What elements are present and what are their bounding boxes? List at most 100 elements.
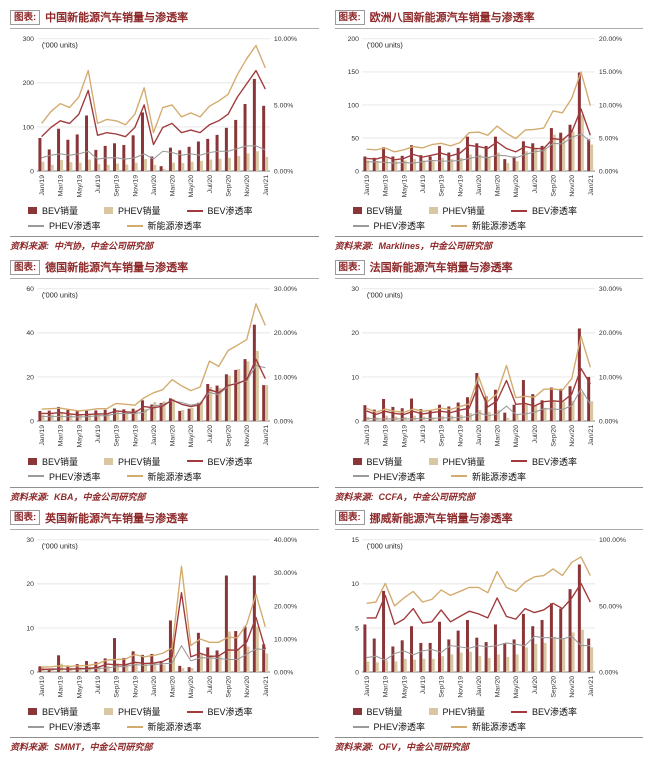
chart-legend: BEV销量 PHEV销量 BEV渗透率 PHEV渗透率 新能源渗透率 <box>10 705 319 733</box>
svg-text:Nov/20: Nov/20 <box>244 175 251 197</box>
svg-text:Nov/19: Nov/19 <box>132 175 139 197</box>
legend-item-bev-penetration: BEV渗透率 <box>186 204 253 217</box>
svg-text:Nov/20: Nov/20 <box>569 425 576 447</box>
legend-item-nev-penetration: 新能源渗透率 <box>451 470 526 483</box>
svg-text:0.00%: 0.00% <box>274 419 293 426</box>
legend-label: BEV渗透率 <box>207 206 253 217</box>
legend-label: BEV销量 <box>42 707 79 717</box>
source-label: 资料来源: <box>334 742 374 752</box>
svg-text:Jan/21: Jan/21 <box>263 675 270 696</box>
bev-bar-swatch-icon <box>28 207 37 215</box>
legend-label: PHEV渗透率 <box>373 722 426 732</box>
svg-text:Sep/20: Sep/20 <box>550 425 557 447</box>
svg-text:20.00%: 20.00% <box>274 603 297 610</box>
bev-line-swatch-icon <box>186 460 203 463</box>
source-text: OFV，中金公司研究部 <box>378 742 470 752</box>
svg-text:Jan/19: Jan/19 <box>39 425 46 446</box>
legend-item-phev-sales: PHEV销量 <box>428 204 486 217</box>
svg-text:Jul/19: Jul/19 <box>95 175 102 193</box>
legend-label: PHEV销量 <box>442 206 486 217</box>
chart-title-text: 德国新能源汽车销量与渗透率 <box>45 262 189 275</box>
source-line: 资料来源: SMMT，中金公司研究部 <box>10 737 319 753</box>
svg-text:Nov/20: Nov/20 <box>569 675 576 697</box>
source-label: 资料来源: <box>334 241 374 252</box>
svg-text:0.00%: 0.00% <box>274 669 293 676</box>
svg-text:10.00%: 10.00% <box>598 375 621 382</box>
legend-label: PHEV销量 <box>442 707 486 717</box>
chart-panel-germany: 图表: 德国新能源汽车销量与渗透率 0 20 40 60 0.00% 10.00% 20.0… <box>10 258 319 502</box>
svg-text:Jan/21: Jan/21 <box>263 425 270 446</box>
combo-chart-germany: 0 20 40 60 0.00% 10.00% 20.00% 30.00% Jan/19 Mar/… <box>26 286 297 447</box>
svg-text:('000 units): ('000 units) <box>42 541 78 550</box>
legend-item-phev-penetration: PHEV渗透率 <box>28 470 101 483</box>
svg-text:May/20: May/20 <box>188 175 195 198</box>
svg-text:Jul/20: Jul/20 <box>531 425 538 443</box>
svg-text:Jul/20: Jul/20 <box>531 175 538 193</box>
legend-item-nev-penetration: 新能源渗透率 <box>126 470 202 483</box>
svg-text:Jan/19: Jan/19 <box>364 425 371 446</box>
legend-item-phev-penetration: PHEV渗透率 <box>352 470 425 483</box>
svg-text:May/19: May/19 <box>401 675 408 698</box>
phev-bar-swatch-icon <box>428 207 438 215</box>
svg-text:Nov/19: Nov/19 <box>132 425 139 447</box>
svg-text:Jan/19: Jan/19 <box>364 675 371 696</box>
svg-text:Jul/20: Jul/20 <box>207 175 214 193</box>
svg-text:100: 100 <box>347 102 359 109</box>
svg-text:Jul/19: Jul/19 <box>420 425 427 443</box>
figure-tag: 图表: <box>10 510 41 526</box>
svg-text:10: 10 <box>26 625 34 632</box>
phev-line-swatch-icon <box>352 224 369 227</box>
combo-chart-norway: 0 5 10 15 0.00% 50.00% 100.00% Jan/19 Mar/19 May/… <box>351 537 626 698</box>
bev-line-swatch-icon <box>511 460 528 463</box>
svg-text:Jan/21: Jan/21 <box>587 425 594 446</box>
chart-title-text: 欧洲八国新能源汽车销量与渗透率 <box>369 12 535 24</box>
svg-text:Nov/20: Nov/20 <box>244 425 251 447</box>
legend-label: BEV销量 <box>42 206 79 217</box>
legend-label: PHEV渗透率 <box>49 722 101 732</box>
svg-text:20: 20 <box>26 375 34 382</box>
combo-chart-china: 0 100 200 300 0.00% 5.00% 10.00% Jan/19 Mar/19 Ma… <box>23 36 298 198</box>
svg-text:100.00%: 100.00% <box>598 537 625 544</box>
svg-text:Sep/19: Sep/19 <box>438 425 445 447</box>
svg-text:Mar/19: Mar/19 <box>382 675 389 696</box>
svg-text:Mar/20: Mar/20 <box>170 425 177 446</box>
legend-item-phev-sales: PHEV销量 <box>104 705 161 718</box>
svg-text:0: 0 <box>30 669 34 676</box>
chart-panel-uk: 图表: 英国新能源汽车销量与渗透率 0 10 20 30 0.00% 10.00% 20.0… <box>10 509 319 753</box>
svg-text:0.00%: 0.00% <box>598 669 617 676</box>
legend-item-nev-penetration: 新能源渗透率 <box>126 720 202 733</box>
svg-text:Mar/19: Mar/19 <box>58 175 65 196</box>
legend-item-bev-sales: BEV销量 <box>28 204 78 217</box>
chart-title: 图表: 英国新能源汽车销量与渗透率 <box>10 509 319 530</box>
svg-text:5.00%: 5.00% <box>598 135 617 142</box>
chart-panel-china: 图表: 中国新能源汽车销量与渗透率 0 100 200 300 0.00% 5.00% 10… <box>10 8 319 252</box>
svg-text:Jan/20: Jan/20 <box>151 175 158 196</box>
svg-text:Sep/20: Sep/20 <box>226 675 233 697</box>
svg-text:5: 5 <box>355 625 359 632</box>
svg-text:Mar/19: Mar/19 <box>58 425 65 446</box>
svg-text:Jan/21: Jan/21 <box>587 175 594 196</box>
legend-row: BEV销量 PHEV销量 BEV渗透率 <box>10 455 319 468</box>
bev-line-swatch-icon <box>511 209 528 212</box>
legend-row: BEV销量 PHEV销量 BEV渗透率 <box>10 705 319 718</box>
legend-label: PHEV渗透率 <box>49 221 101 232</box>
svg-text:20: 20 <box>26 581 34 588</box>
legend-item-phev-sales: PHEV销量 <box>104 204 161 217</box>
phev-bar-swatch-icon <box>428 457 438 465</box>
chart-title: 图表: 法国新能源汽车销量与渗透率 <box>334 258 643 280</box>
svg-text:200: 200 <box>347 36 359 43</box>
nev-line-swatch-icon <box>451 224 468 227</box>
bev-bar-swatch-icon <box>28 708 37 715</box>
legend-label: BEV渗透率 <box>207 707 253 717</box>
source-line: 资料来源: CCFA，中金公司研究部 <box>334 486 643 503</box>
svg-text:200: 200 <box>23 80 35 87</box>
legend-label: 新能源渗透率 <box>472 221 527 232</box>
svg-text:40: 40 <box>26 331 34 338</box>
svg-text:Jul/19: Jul/19 <box>95 425 102 443</box>
legend-label: BEV销量 <box>42 456 79 467</box>
svg-text:30.00%: 30.00% <box>274 286 297 293</box>
svg-text:Nov/19: Nov/19 <box>132 675 139 697</box>
svg-text:20: 20 <box>351 331 359 338</box>
legend-row: PHEV渗透率 新能源渗透率 <box>10 219 319 232</box>
